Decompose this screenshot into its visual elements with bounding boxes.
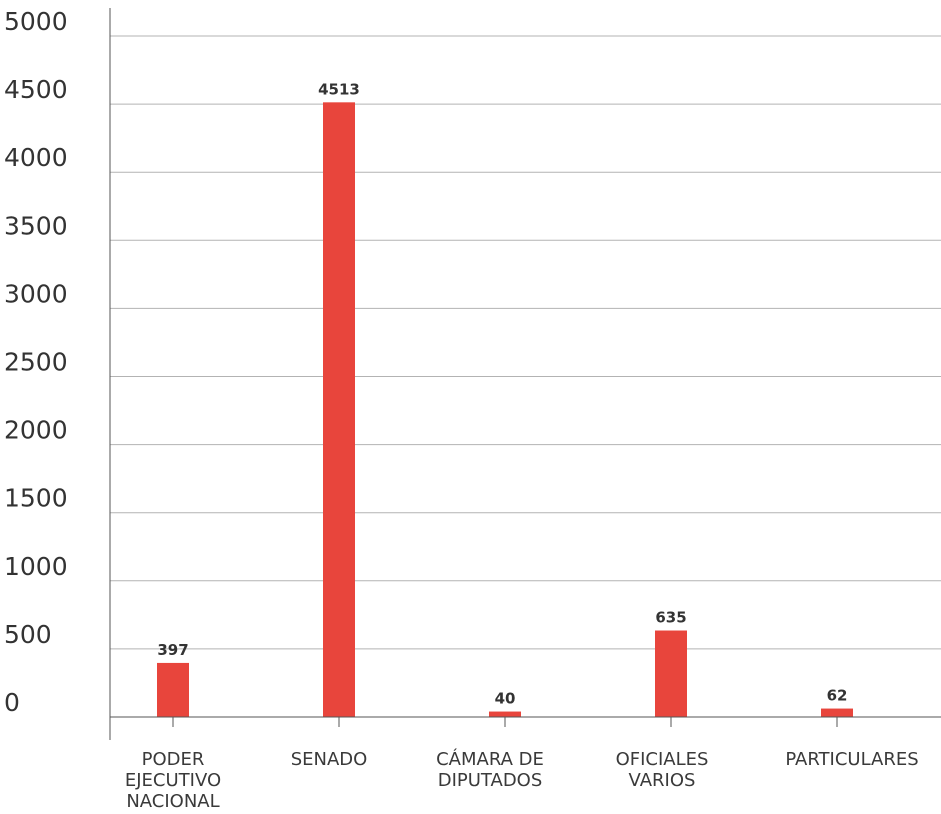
data-label-3: 635 <box>655 609 686 627</box>
y-tick-label-0: 0 <box>4 688 20 717</box>
x-tick-label-4: PARTICULARES <box>785 749 918 770</box>
y-tick-label-5000: 5000 <box>4 7 68 36</box>
x-tick-label-0: PODER EJECUTIVO NACIONAL <box>125 749 221 812</box>
x-tick-label-line: PARTICULARES <box>785 749 918 770</box>
data-label-0: 397 <box>157 641 188 659</box>
data-label-2: 40 <box>495 690 516 708</box>
y-tick-label-2500: 2500 <box>4 348 68 377</box>
bar-1 <box>323 102 355 717</box>
x-axis-tick-labels: PODER EJECUTIVO NACIONAL SENADO CÁMARA DE DIP… <box>125 748 919 812</box>
axes <box>109 8 941 740</box>
y-tick-label-1500: 1500 <box>4 484 68 513</box>
y-tick-label-500: 500 <box>4 620 52 649</box>
bar-3 <box>655 630 687 717</box>
x-tick-label-line: CÁMARA DE <box>436 748 544 770</box>
x-tick-label-line: NACIONAL <box>126 791 219 812</box>
x-tick-label-1: SENADO <box>291 749 368 770</box>
x-tick-label-3: OFICIALES VARIOS <box>616 749 709 791</box>
y-tick-label-3000: 3000 <box>4 279 68 308</box>
y-tick-label-4000: 4000 <box>4 143 68 172</box>
x-tick-label-line: VARIOS <box>629 770 696 791</box>
bar-4 <box>821 708 853 717</box>
gridlines <box>110 35 941 650</box>
data-labels: 397 4513 40 635 62 <box>157 80 847 707</box>
x-tick-label-line: DIPUTADOS <box>438 770 543 791</box>
y-tick-label-3500: 3500 <box>4 211 68 240</box>
bars <box>157 102 853 717</box>
bar-0 <box>157 662 189 717</box>
x-tick-label-2: CÁMARA DE DIPUTADOS <box>436 748 544 791</box>
x-tick-label-line: PODER <box>142 749 205 770</box>
bar-2 <box>489 711 521 717</box>
data-label-4: 62 <box>827 687 848 705</box>
x-tick-label-line: OFICIALES <box>616 749 709 770</box>
x-tick-label-line: EJECUTIVO <box>125 770 221 791</box>
y-tick-label-2000: 2000 <box>4 416 68 445</box>
data-label-1: 4513 <box>318 80 360 98</box>
y-axis-tick-labels: 0 500 1000 1500 2000 2500 3000 3500 4000 4500 5000 <box>4 7 68 717</box>
y-tick-label-1000: 1000 <box>4 552 68 581</box>
x-tick-label-line: SENADO <box>291 749 368 770</box>
y-tick-label-4500: 4500 <box>4 75 68 104</box>
